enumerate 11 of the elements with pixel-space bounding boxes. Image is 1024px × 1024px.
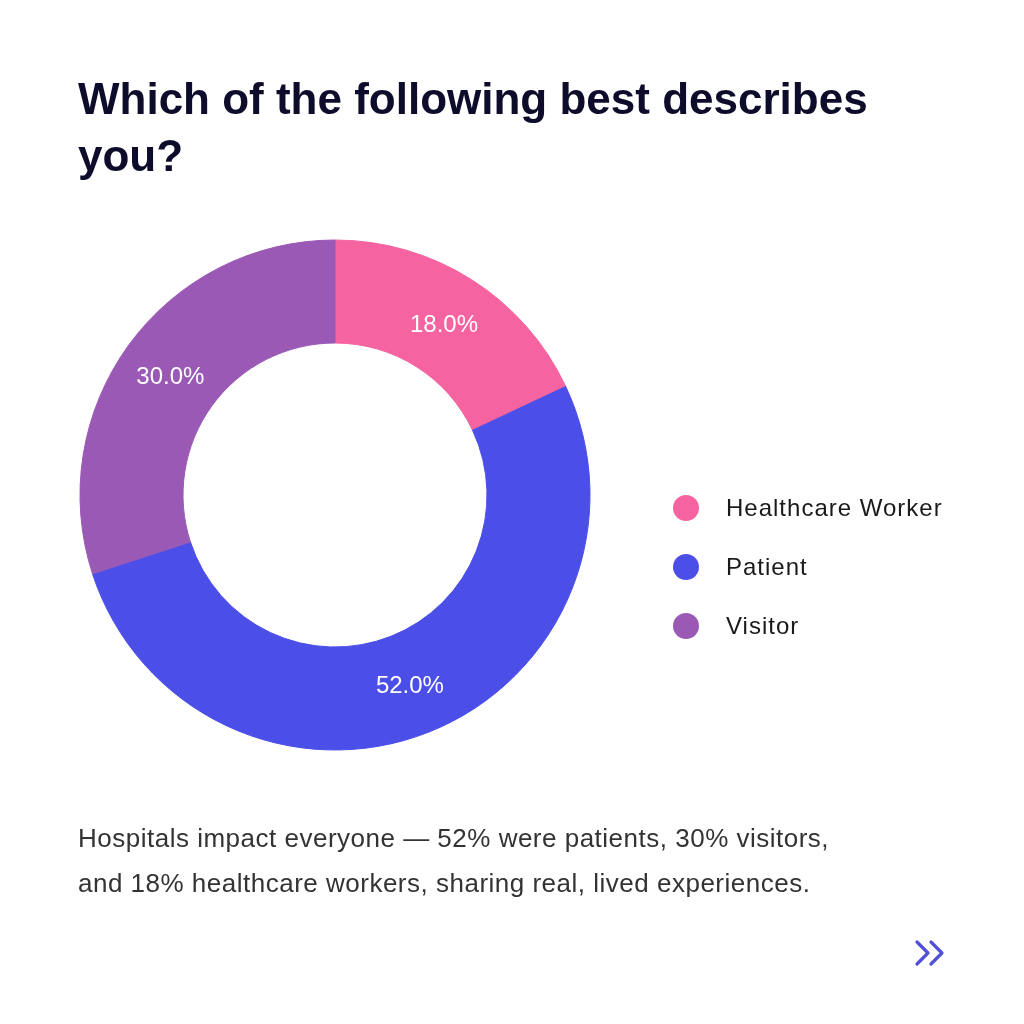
data-label: 30.0% [136, 361, 205, 389]
legend-label: Visitor [726, 612, 800, 640]
chart-title: Which of the following best describes you? [78, 73, 869, 182]
legend-label: Patient [726, 553, 808, 581]
donut-slice [334, 239, 567, 431]
donut-slice [91, 385, 590, 751]
legend-label: Healthcare Worker [726, 494, 943, 522]
data-label: 18.0% [410, 309, 479, 337]
data-label: 52.0% [375, 670, 444, 698]
text: Hospitals impact everyone — 52% were patients, 30% visitors, and 18% healthcare workers, sharing real, lived experiences. [78, 822, 831, 900]
donut-slice [80, 239, 336, 575]
